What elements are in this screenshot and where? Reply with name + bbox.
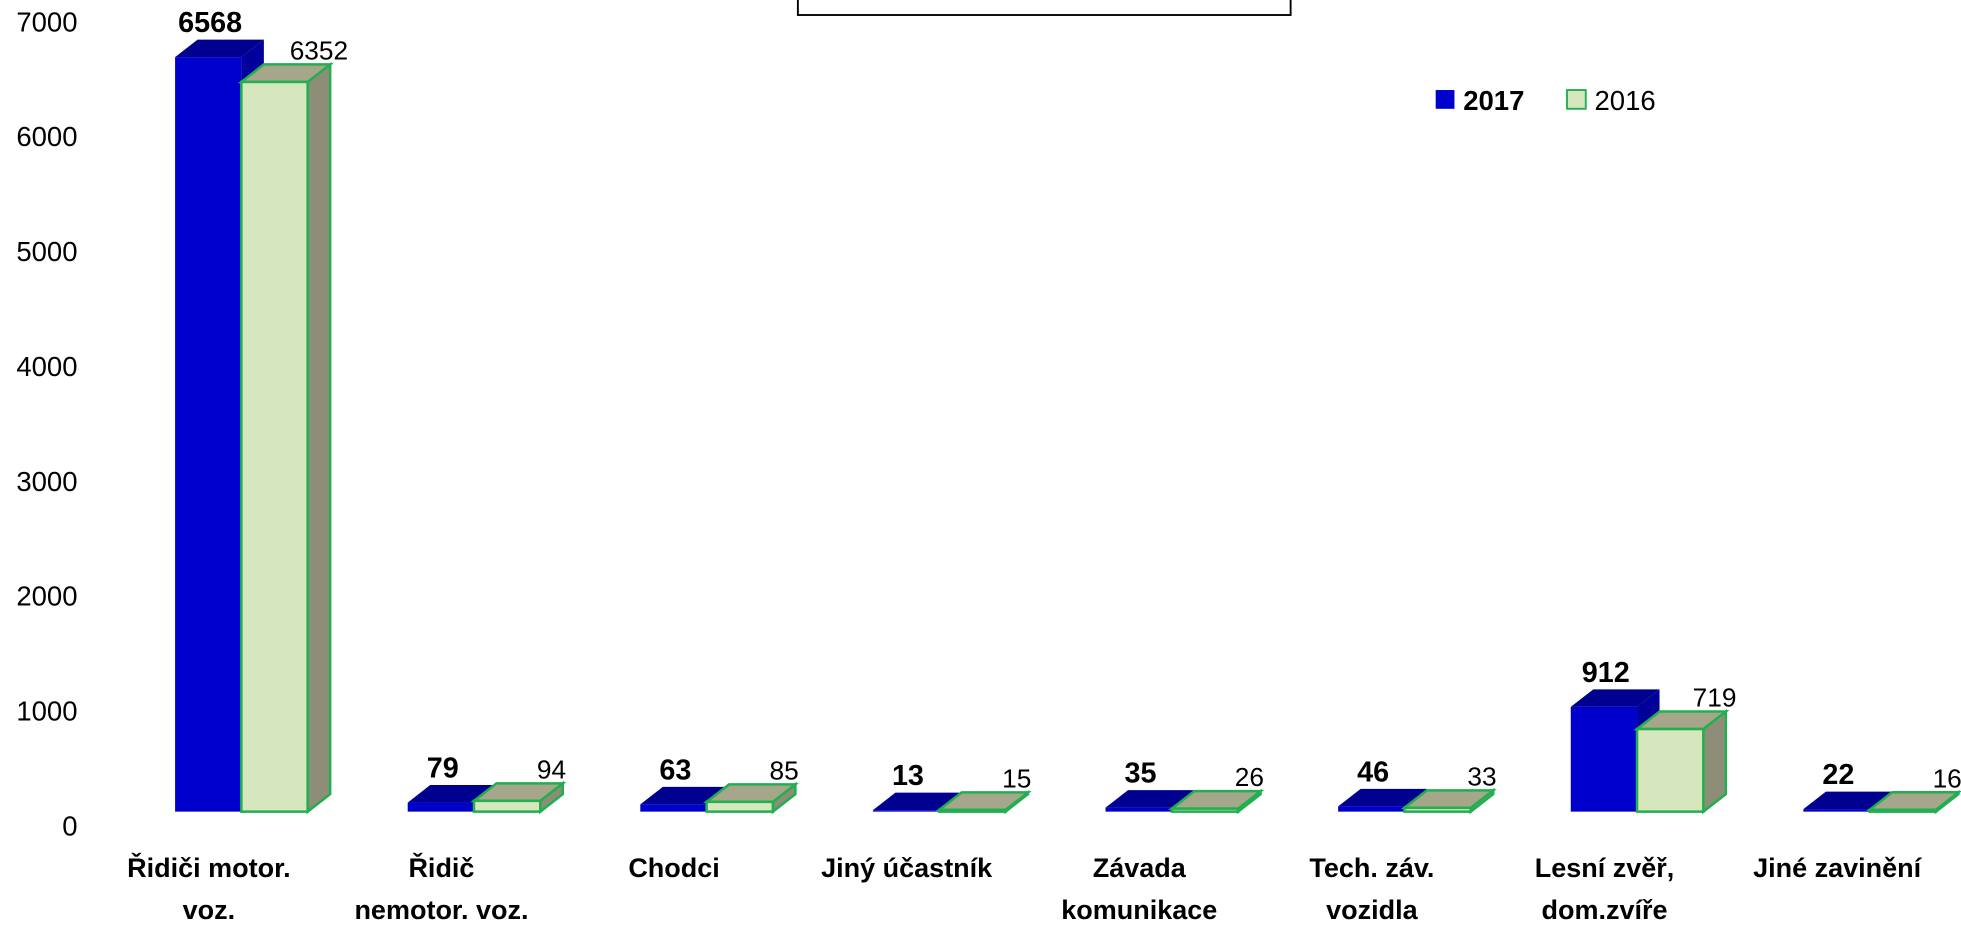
bar-face [1803,809,1870,812]
bar-face [175,57,242,812]
value-label: 16 [1933,763,1961,793]
value-label: 33 [1467,761,1496,791]
legend-label: 2017 [1463,85,1524,116]
legend-label: 2016 [1595,85,1656,116]
bar-face [1403,806,1472,813]
value-label: 22 [1822,759,1854,791]
legend-swatch [1435,90,1455,109]
x-tick-label: Jiný účastník [821,852,993,883]
x-tick-label: Řidiči motor. voz. [127,852,291,925]
bar [470,780,567,815]
y-tick-label: 7000 [16,6,77,37]
value-label: 46 [1357,756,1389,788]
bar-face [1105,790,1195,808]
value-label: 719 [1693,683,1737,713]
bar-face [407,785,497,803]
value-label: 6568 [178,7,242,39]
bar-face [240,80,309,813]
bar-face [1570,706,1638,812]
bar-face [1570,689,1660,707]
y-tick-label: 6000 [16,121,77,152]
bar-face [1803,791,1893,810]
bar-face [306,61,332,815]
bar-face [407,802,474,812]
y-tick-label: 2000 [16,581,77,612]
y-tick-label: 3000 [16,466,77,497]
bar-face [1868,808,1938,813]
x-tick-label: Chodci [628,852,720,883]
y-tick-label: 4000 [16,351,77,382]
bar [237,61,334,815]
bar [1866,789,1961,815]
value-label: 15 [1002,763,1031,793]
x-tick-label: Řidič nemotor. voz. [354,852,529,925]
legend-swatch [1566,89,1587,110]
bar-face [640,786,730,805]
bar-face [872,810,940,812]
bar-face [472,799,542,813]
bar-face [640,804,707,812]
value-label: 35 [1125,758,1157,790]
bar-face [872,792,962,811]
value-label: 912 [1582,657,1630,689]
value-label: 94 [537,754,566,784]
bar-face [1338,806,1405,812]
value-label: 63 [659,754,691,786]
title-box [796,0,1292,16]
x-tick-label: Závada komunikace [1061,852,1218,925]
bar [702,781,800,815]
value-label: 79 [427,753,459,785]
bar [1168,788,1265,815]
x-tick-label: Jiné zavinění [1753,852,1922,883]
value-label: 26 [1235,762,1264,792]
bar [1400,787,1497,815]
bar-face [175,39,264,58]
y-tick-label: 5000 [16,236,77,267]
bar-face [705,800,775,813]
bar-face [937,808,1007,813]
bar [1633,708,1730,815]
bar-face [1338,788,1427,807]
bar [935,789,1032,815]
value-label: 6352 [290,35,348,65]
bar-face [1170,807,1240,813]
value-label: 13 [892,760,924,792]
value-label: 85 [770,755,799,785]
bar-face [1635,727,1705,813]
bar-face [1105,807,1172,812]
y-tick-label: 1000 [16,696,77,727]
y-tick-label: 0 [62,810,77,841]
x-tick-label: Lesní zvěř, dom.zvíře [1534,852,1675,925]
x-tick-label: Tech. záv. vozidla [1309,852,1435,925]
